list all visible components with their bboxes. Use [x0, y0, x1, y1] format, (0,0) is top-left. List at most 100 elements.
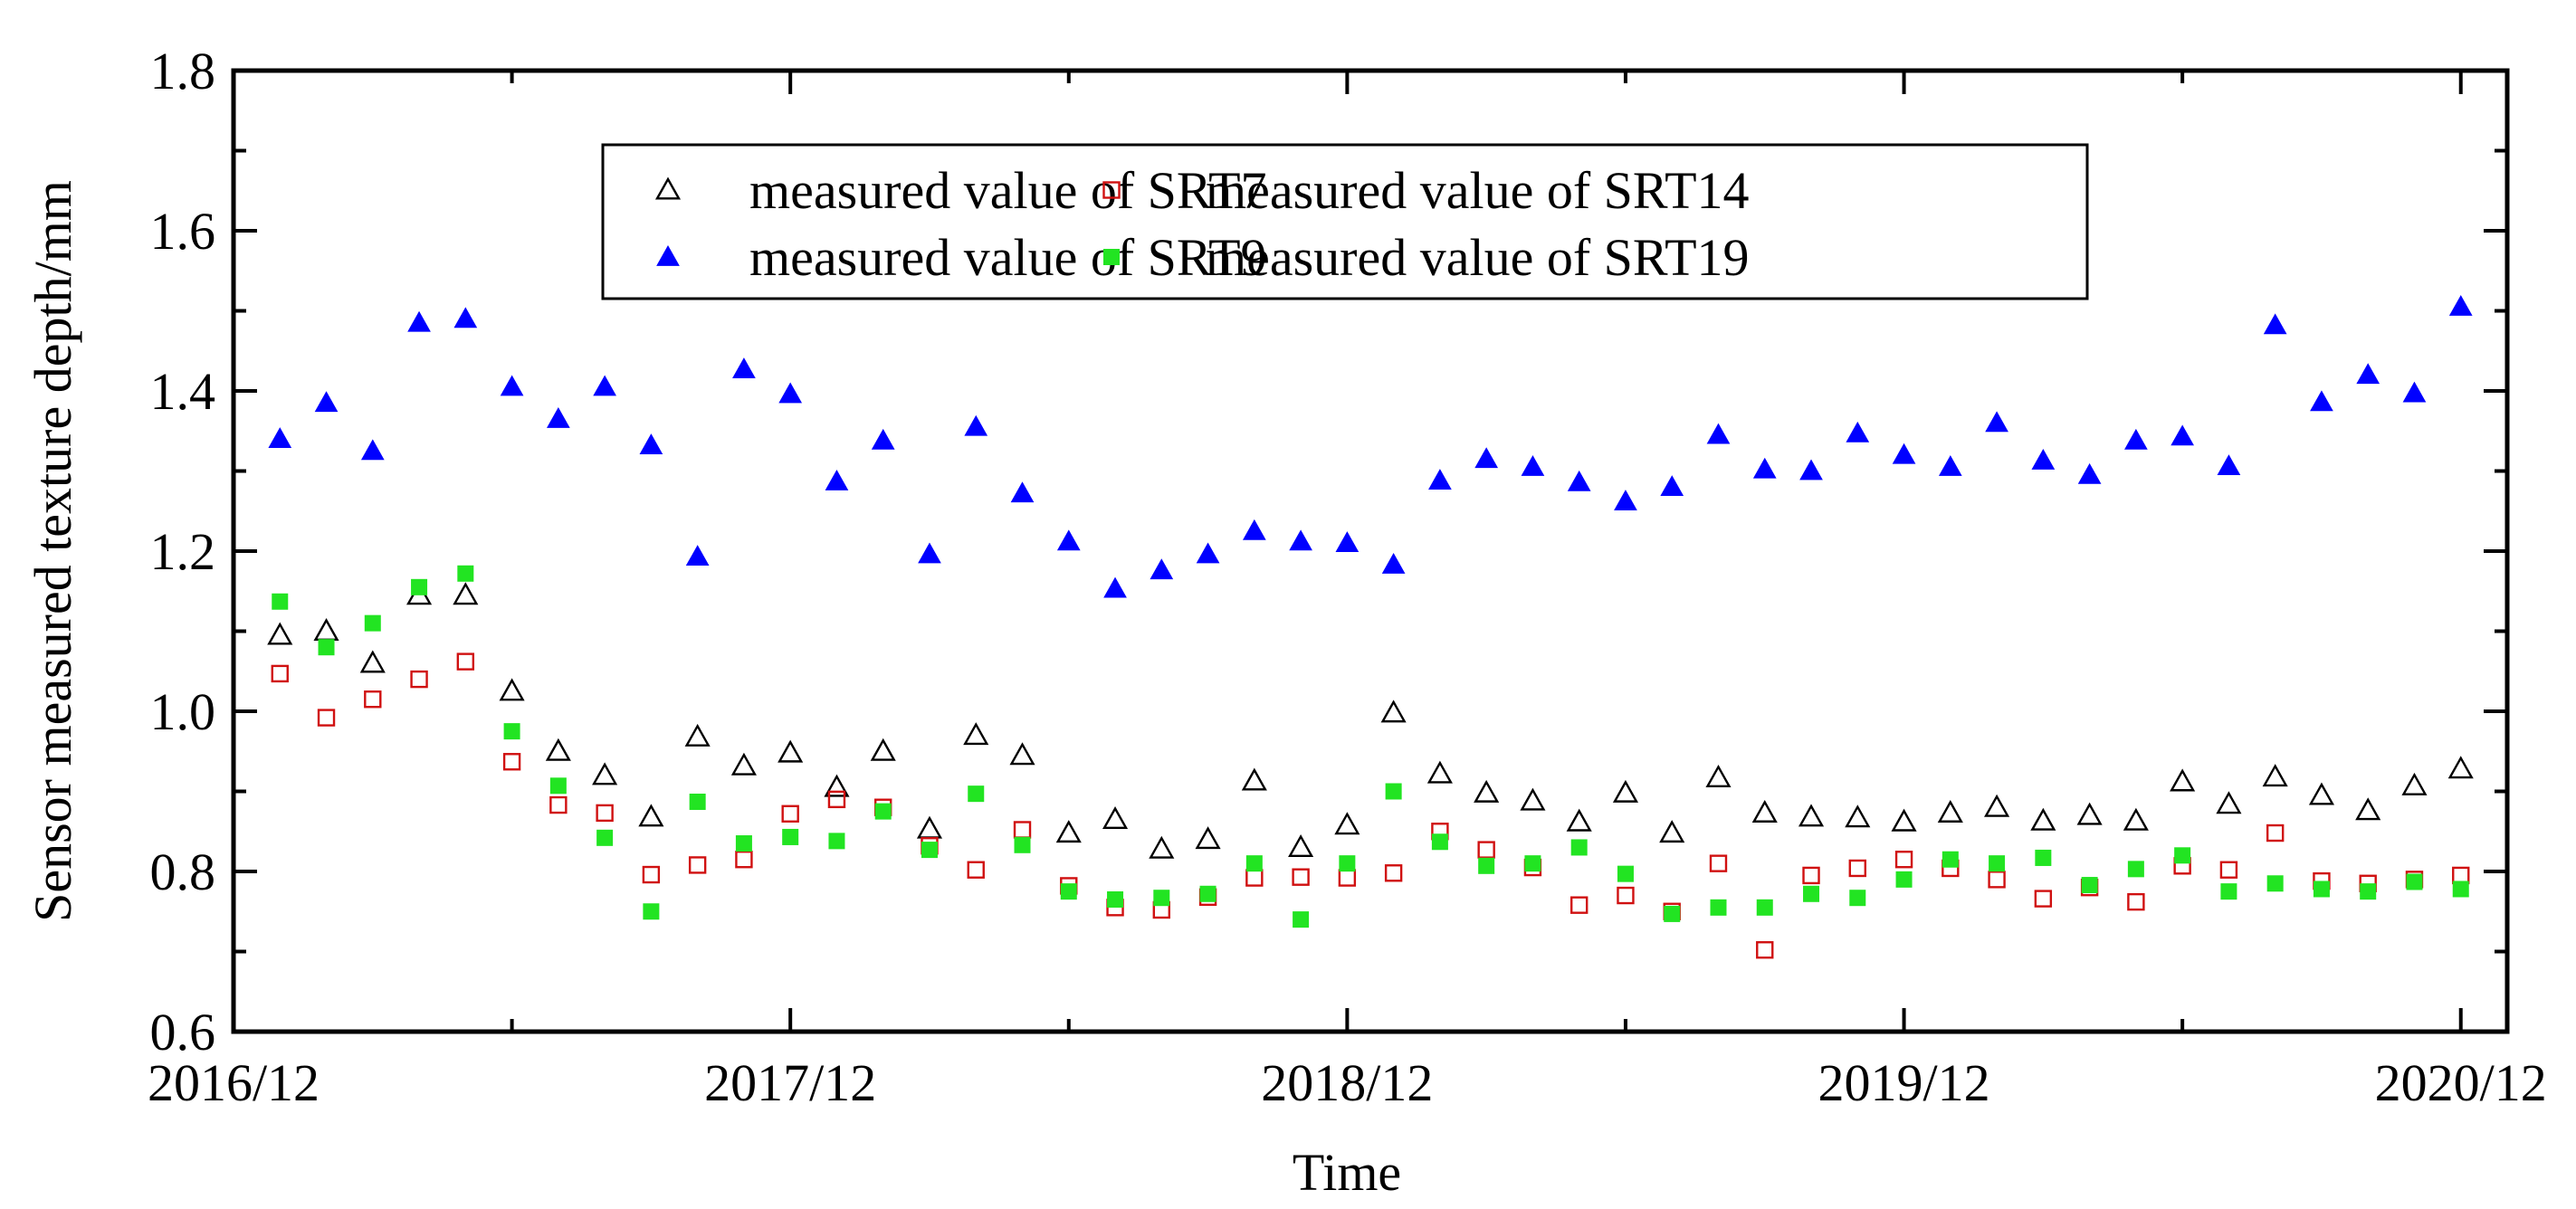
data-point-srt19	[1060, 883, 1077, 900]
data-point-srt9	[314, 391, 339, 413]
data-point-srt9	[1289, 529, 1312, 551]
x-axis: 2016/12 2017/12 2018/12 2019/12 2020/12	[148, 71, 2547, 1112]
data-point-srt19	[1942, 851, 1959, 868]
series-srt14	[271, 652, 2470, 959]
data-point-srt19	[1617, 865, 1634, 882]
data-point-srt14	[317, 709, 336, 727]
legend-box	[601, 143, 2089, 300]
data-point-srt14	[1477, 841, 1495, 859]
data-point-srt19	[1756, 899, 1773, 916]
x-axis-title: Time	[1293, 1143, 1401, 1202]
series-srt7	[267, 582, 2474, 859]
legend-label: measured value of SRT19	[1206, 228, 1750, 287]
data-point-srt9	[2402, 381, 2427, 403]
data-point-srt14	[502, 753, 521, 771]
data-point-srt9	[1660, 475, 1684, 497]
data-point-srt9	[1056, 529, 1081, 551]
data-point-srt9	[2310, 390, 2333, 412]
data-point-srt7	[1380, 700, 1407, 723]
data-point-srt14	[688, 856, 707, 874]
legend-marker	[1102, 181, 1121, 199]
data-point-srt7	[684, 723, 711, 747]
data-point-srt14	[1292, 868, 1310, 886]
data-point-srt19	[874, 803, 892, 820]
data-point-srt7	[1984, 794, 2010, 817]
data-point-srt14	[1894, 851, 1913, 869]
data-point-srt7	[313, 618, 339, 642]
data-point-srt7	[2447, 756, 2474, 779]
data-point-srt19	[1293, 911, 1310, 928]
data-point-srt7	[2262, 764, 2288, 787]
data-point-srt9	[1103, 576, 1127, 598]
data-point-srt7	[2216, 791, 2242, 814]
data-point-srt9	[639, 433, 663, 455]
data-point-srt19	[1339, 855, 1356, 872]
data-point-srt19	[2406, 873, 2423, 890]
legend-marker	[656, 244, 680, 266]
data-point-srt9	[268, 427, 292, 448]
data-point-srt9	[2171, 424, 2194, 446]
data-point-srt7	[638, 804, 664, 827]
legend-marker	[654, 176, 682, 200]
data-point-srt19	[1895, 871, 1913, 888]
x-tick-label: 2017/12	[704, 1053, 876, 1112]
x-tick-label: 2016/12	[148, 1053, 320, 1112]
data-point-srt9	[2356, 363, 2380, 385]
data-point-srt9	[964, 414, 988, 436]
data-point-srt19	[2266, 875, 2284, 892]
data-point-srt19	[643, 903, 660, 920]
data-point-srt7	[1798, 804, 1825, 827]
data-point-srt19	[2174, 847, 2191, 864]
data-point-srt7	[1705, 765, 1732, 788]
data-point-srt9	[360, 439, 385, 461]
data-point-srt14	[2266, 823, 2285, 842]
data-point-srt9	[1474, 447, 1499, 469]
data-series	[267, 295, 2474, 959]
series-srt9	[268, 295, 2473, 598]
data-point-srt14	[410, 670, 428, 689]
y-tick-label: 1.8	[150, 42, 216, 100]
data-point-srt7	[1845, 804, 1871, 828]
y-tick-label: 0.8	[150, 842, 216, 901]
y-tick-label: 1.2	[150, 522, 216, 581]
data-point-srt7	[545, 738, 571, 761]
data-point-srt14	[642, 865, 661, 884]
series-srt19	[272, 565, 2469, 928]
data-point-srt9	[2077, 462, 2102, 484]
data-point-srt7	[1334, 812, 1360, 835]
data-point-srt19	[735, 835, 752, 852]
x-tick-label: 2018/12	[1261, 1053, 1433, 1112]
data-point-srt7	[2401, 772, 2428, 795]
data-point-srt7	[778, 739, 804, 763]
data-point-srt19	[1153, 890, 1170, 907]
data-point-srt19	[1570, 839, 1588, 856]
data-point-srt7	[1149, 835, 1175, 859]
data-point-srt19	[2127, 861, 2144, 878]
data-point-srt7	[824, 774, 850, 797]
legend-marker	[1103, 249, 1120, 265]
data-point-srt19	[457, 565, 474, 582]
data-point-srt19	[921, 842, 938, 859]
data-point-srt14	[1013, 821, 1032, 839]
data-point-srt9	[825, 469, 849, 490]
data-point-srt19	[1014, 836, 1031, 853]
data-point-srt19	[2452, 881, 2469, 898]
data-point-srt7	[1659, 820, 1685, 843]
data-point-srt7	[1102, 806, 1129, 830]
data-point-srt19	[689, 794, 706, 811]
data-point-srt7	[1566, 808, 1592, 832]
data-point-srt14	[827, 790, 846, 809]
data-point-srt19	[782, 828, 799, 845]
data-point-srt9	[453, 307, 478, 328]
data-point-srt19	[1664, 905, 1681, 922]
data-point-srt9	[685, 545, 710, 566]
data-point-srt7	[267, 622, 293, 645]
data-point-srt9	[1614, 490, 1637, 510]
data-point-srt19	[2035, 849, 2052, 866]
data-point-srt14	[1756, 941, 1774, 959]
data-point-srt9	[1335, 531, 1360, 553]
data-point-srt7	[1751, 799, 1778, 823]
data-point-srt19	[1245, 855, 1263, 872]
data-point-srt9	[2448, 295, 2473, 316]
data-point-srt14	[271, 664, 289, 683]
